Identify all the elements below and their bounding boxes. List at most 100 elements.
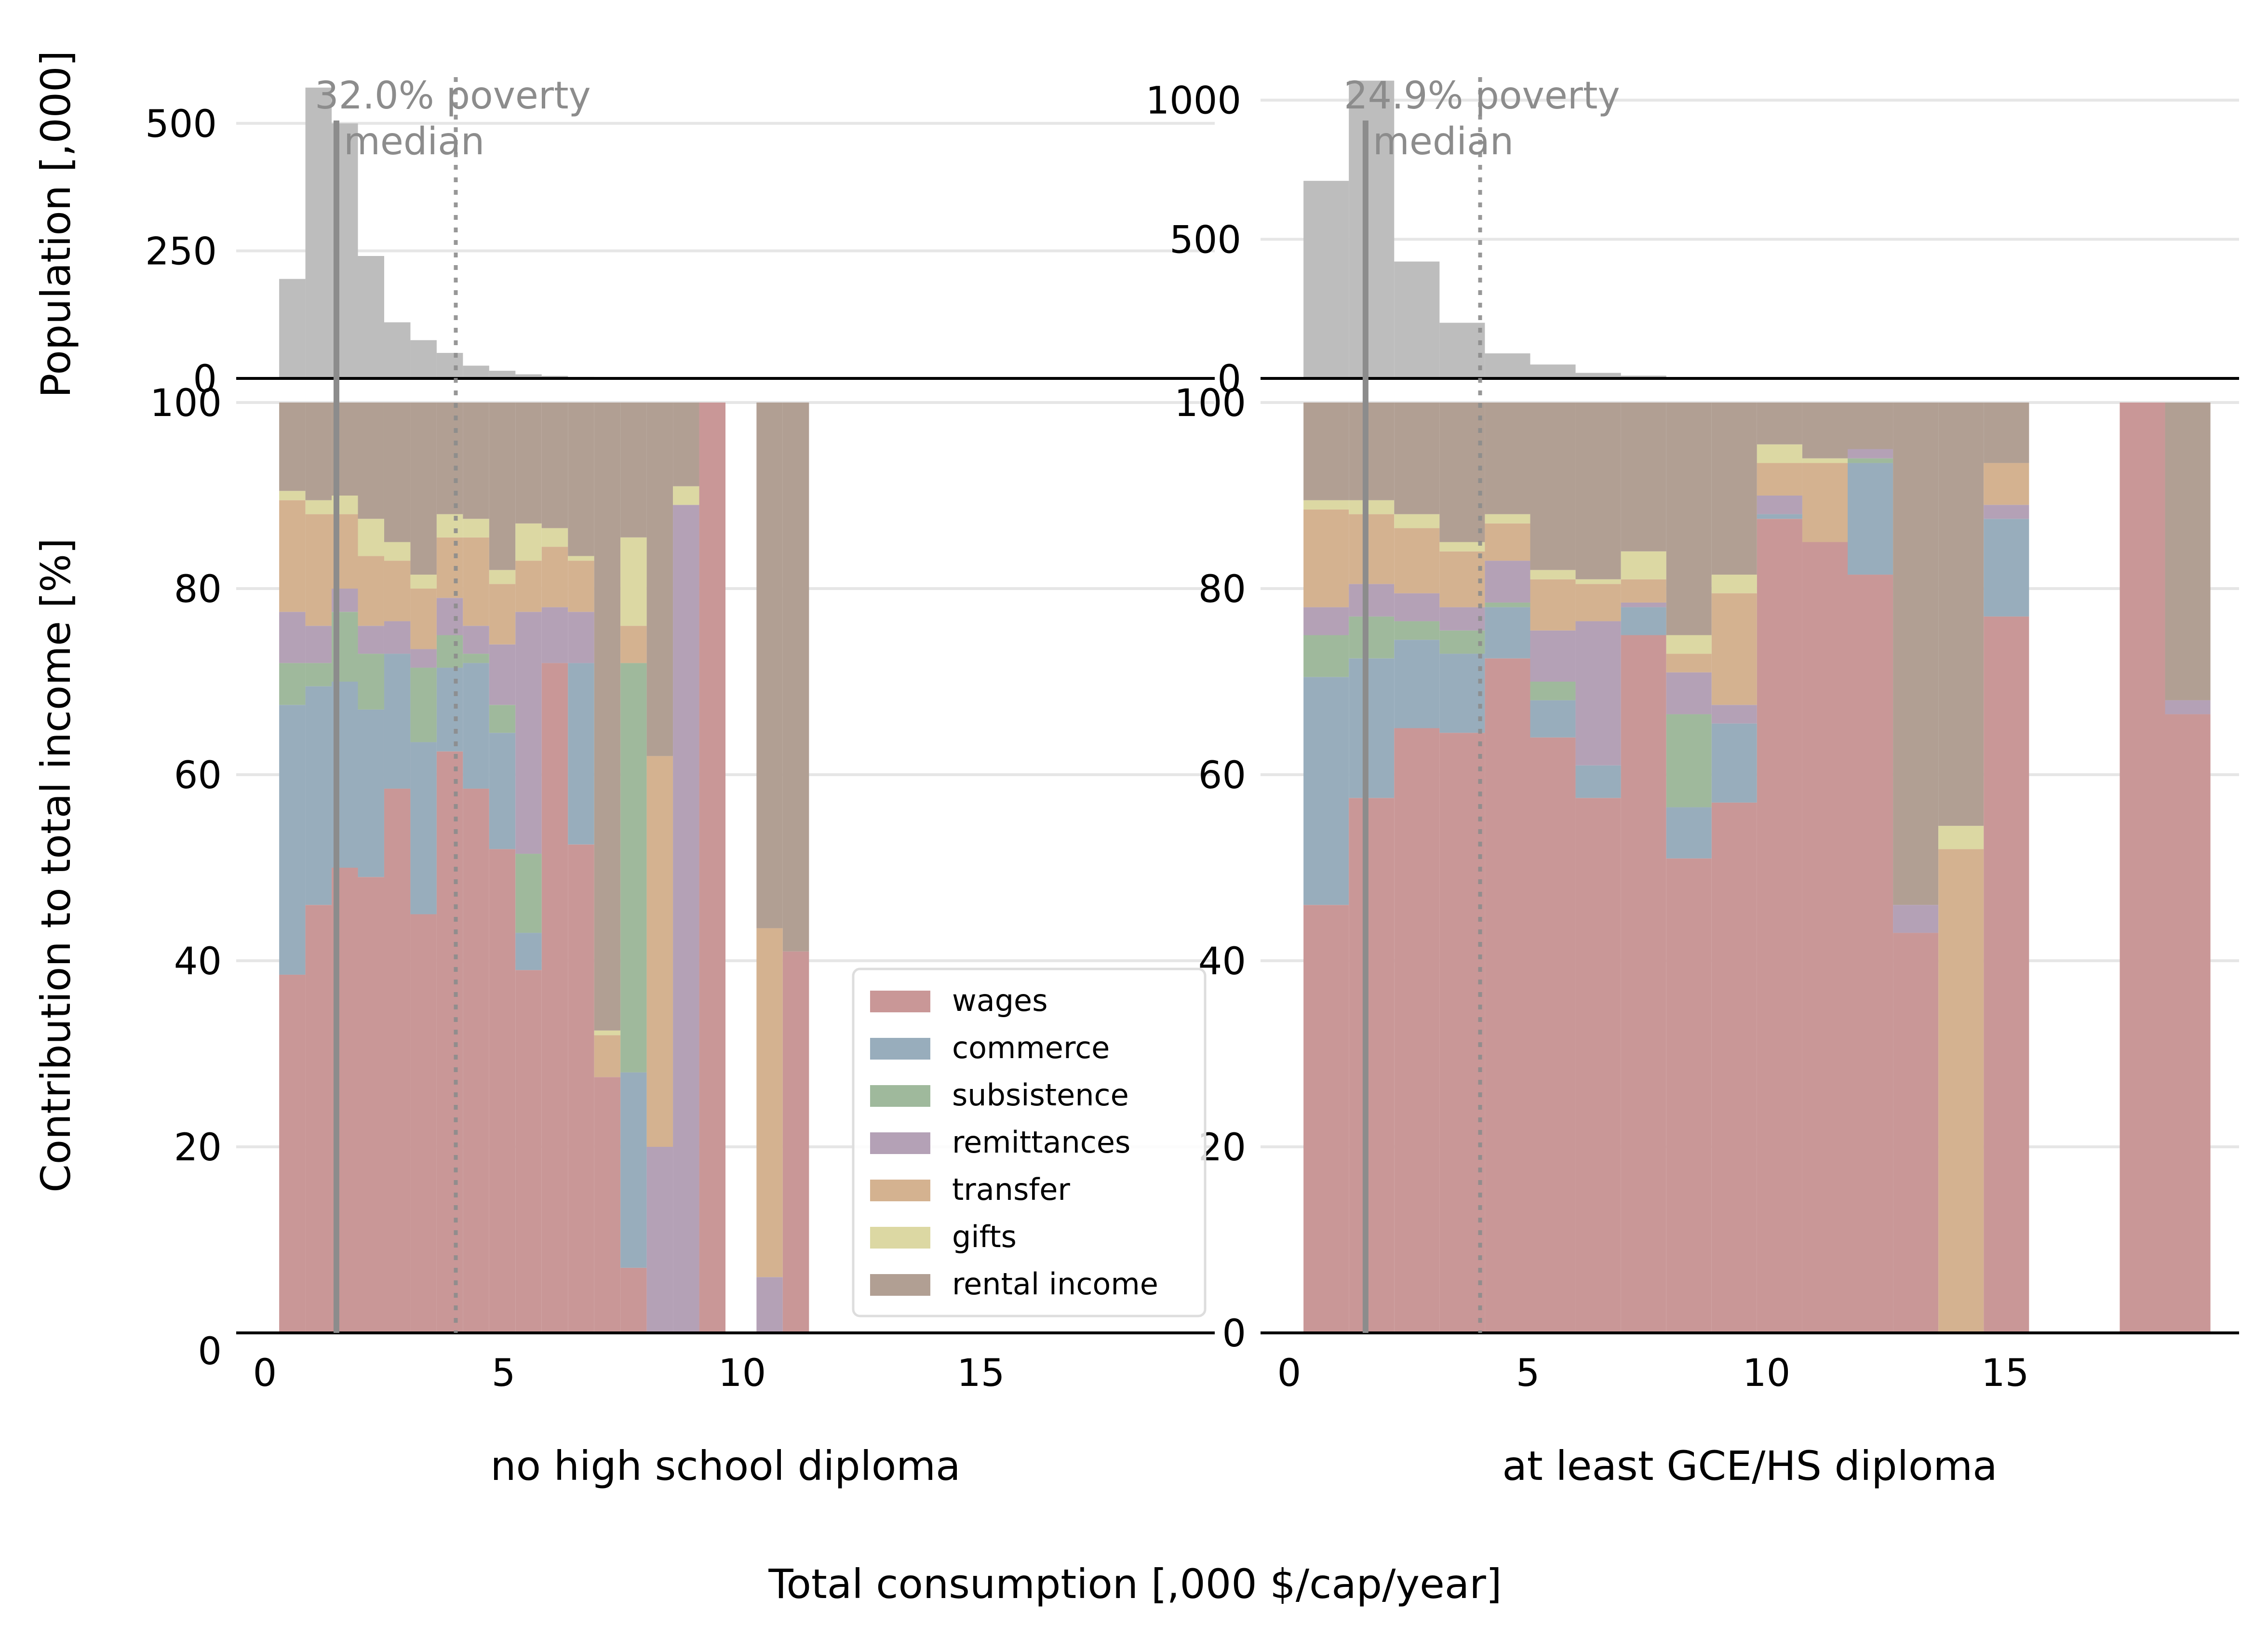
stack-segment-commerce xyxy=(1349,658,1395,798)
legend-label: gifts xyxy=(952,1219,1017,1254)
stack-segment-rental-income xyxy=(1938,403,1984,826)
stack-segment-subsistence xyxy=(410,668,437,742)
stack-segment-rental-income xyxy=(1439,403,1485,542)
stack-segment-gifts xyxy=(1485,514,1530,524)
stack-ytick-label: 20 xyxy=(174,1126,222,1169)
stack-segment-commerce xyxy=(1575,765,1621,798)
xtick-label: 5 xyxy=(492,1352,516,1395)
stack-segment-transfer xyxy=(1439,551,1485,607)
stack-ytick-label: 100 xyxy=(150,382,222,425)
stack-segment-commerce xyxy=(1439,654,1485,733)
histogram-bar xyxy=(384,322,411,378)
xtick-label: 0 xyxy=(1277,1352,1302,1395)
histogram-bar xyxy=(515,374,542,378)
stack-segment-commerce xyxy=(1394,640,1440,728)
histogram-bar xyxy=(410,340,437,378)
histogram-bar xyxy=(358,256,384,378)
stack-segment-wages xyxy=(782,951,809,1333)
stack-segment-subsistence xyxy=(1530,682,1576,700)
legend-swatch-transfer xyxy=(870,1180,930,1201)
xtick-label: 10 xyxy=(1743,1352,1790,1395)
stack-segment-remittances xyxy=(1530,630,1576,682)
stack-segment-rental-income xyxy=(1575,403,1621,579)
stack-segment-gifts xyxy=(620,537,647,626)
histogram-bar xyxy=(1439,322,1485,378)
stack-segment-subsistence xyxy=(489,705,516,733)
stack-segment-transfer xyxy=(384,561,411,621)
hist-ytick-label: 1000 xyxy=(1145,80,1241,123)
stack-ytick-label: 60 xyxy=(174,754,222,797)
stack-segment-transfer xyxy=(1575,584,1621,621)
stack-segment-wages xyxy=(463,788,489,1333)
stack-segment-remittances xyxy=(673,505,699,1333)
stack-segment-remittances xyxy=(1984,505,2029,519)
stack-segment-subsistence xyxy=(1666,714,1712,807)
poverty-annotation: 32.0% poverty xyxy=(315,74,591,118)
y-axis-label-contribution: Contribution to total income [%] xyxy=(32,538,80,1193)
stack-segment-remittances xyxy=(358,626,384,654)
stack-segment-subsistence xyxy=(305,663,332,686)
stack-segment-rental-income xyxy=(1303,403,1349,500)
median-annotation: median xyxy=(344,120,484,163)
legend: wages commerce subsistence remittances trans… xyxy=(852,967,1207,1317)
stack-segment-rental-income xyxy=(1349,403,1395,500)
xtick-label: 5 xyxy=(1516,1352,1540,1395)
stack-segment-transfer xyxy=(436,537,463,598)
stack-segment-rental-income xyxy=(782,403,809,952)
stack-segment-gifts xyxy=(1666,635,1712,654)
stack-segment-transfer xyxy=(1530,579,1576,631)
stack-segment-remittances xyxy=(568,612,594,663)
stack-segment-rental-income xyxy=(756,403,783,928)
stack-segment-rental-income xyxy=(1757,403,1802,444)
stack-segment-transfer xyxy=(358,556,384,626)
legend-swatch-wages xyxy=(870,991,930,1012)
stack-segment-wages xyxy=(2120,403,2165,1333)
stack-segment-commerce xyxy=(384,654,411,789)
stack-segment-commerce xyxy=(1485,607,1530,658)
stack-segment-wages xyxy=(1893,933,1939,1333)
stack-segment-gifts xyxy=(515,523,542,561)
stack-segment-rental-income xyxy=(2165,403,2211,700)
xtick-label: 15 xyxy=(957,1352,1005,1395)
histogram-bar xyxy=(1485,353,1530,378)
stack-segment-gifts xyxy=(489,570,516,584)
stack-segment-commerce xyxy=(489,733,516,849)
stack-segment-subsistence xyxy=(620,663,647,1073)
stack-segment-wages xyxy=(1349,798,1395,1333)
stack-segment-commerce xyxy=(1621,607,1666,635)
stack-segment-wages xyxy=(436,751,463,1333)
stack-segment-gifts xyxy=(594,1030,621,1035)
stack-segment-transfer xyxy=(1485,523,1530,561)
stack-segment-rental-income xyxy=(358,403,384,519)
stack-segment-wages xyxy=(1621,635,1666,1333)
stack-segment-transfer xyxy=(1666,654,1712,672)
stack-segment-gifts xyxy=(436,514,463,537)
legend-swatch-gifts xyxy=(870,1227,930,1249)
stack-segment-rental-income xyxy=(568,403,594,556)
stack-segment-gifts xyxy=(305,500,332,514)
stack-segment-transfer xyxy=(646,756,673,1147)
xtick-label: 10 xyxy=(718,1352,766,1395)
legend-label: wages xyxy=(952,983,1048,1018)
stack-segment-transfer xyxy=(1711,593,1757,705)
stack-segment-gifts xyxy=(1530,570,1576,579)
stack-segment-gifts xyxy=(1621,551,1666,579)
legend-label: rental income xyxy=(952,1266,1158,1302)
stack-segment-commerce xyxy=(305,686,332,905)
stack-segment-transfer xyxy=(1984,463,2029,505)
stack-segment-transfer xyxy=(515,561,542,612)
stack-segment-wages xyxy=(384,788,411,1333)
stack-segment-subsistence xyxy=(1848,458,1893,463)
stack-segment-wages xyxy=(1757,519,1802,1333)
stack-segment-rental-income xyxy=(279,403,306,491)
stack-segment-wages xyxy=(1984,616,2029,1333)
stack-segment-commerce xyxy=(410,742,437,914)
stack-segment-commerce xyxy=(1848,463,1893,575)
stack-segment-remittances xyxy=(1575,621,1621,766)
legend-swatch-commerce xyxy=(870,1038,930,1060)
stack-segment-transfer xyxy=(620,626,647,663)
histogram-bar xyxy=(463,365,489,378)
stack-segment-rental-income xyxy=(1485,403,1530,514)
stack-segment-rental-income xyxy=(1530,403,1576,570)
stack-segment-wages xyxy=(1485,658,1530,1333)
